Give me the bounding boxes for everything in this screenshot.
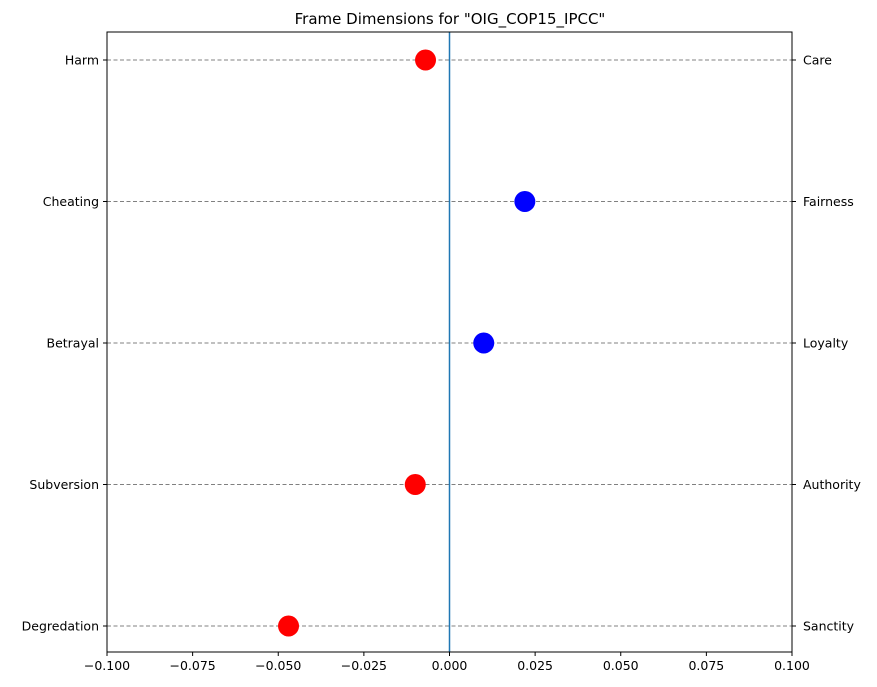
x-tick-label: 0.075 bbox=[688, 658, 724, 673]
x-tick-label: 0.100 bbox=[774, 658, 810, 673]
plot-area: Harm Care Cheating Fairness Betrayal Loyalty S… bbox=[22, 31, 861, 673]
x-tick-label: −0.100 bbox=[84, 658, 130, 673]
y-label-right: Fairness bbox=[803, 194, 854, 209]
x-tick-label: 0.000 bbox=[432, 658, 468, 673]
y-label-left: Harm bbox=[65, 53, 99, 68]
x-tick-label: 0.050 bbox=[603, 658, 639, 673]
data-point bbox=[514, 191, 536, 212]
data-point bbox=[278, 615, 300, 637]
data-point bbox=[473, 332, 495, 354]
x-tick-label: −0.050 bbox=[255, 658, 301, 673]
y-label-left: Cheating bbox=[43, 194, 99, 209]
y-label-right: Loyalty bbox=[803, 336, 849, 351]
y-label-left: Betrayal bbox=[47, 336, 100, 351]
y-label-right: Authority bbox=[803, 477, 861, 492]
y-label-right: Care bbox=[803, 53, 832, 68]
y-label-left: Subversion bbox=[29, 477, 99, 492]
x-tick-label: −0.075 bbox=[169, 658, 215, 673]
x-tick-label: −0.025 bbox=[341, 658, 387, 673]
chart-title: Frame Dimensions for "OIG_COP15_IPCC" bbox=[295, 10, 606, 29]
x-tick-label: 0.025 bbox=[517, 658, 553, 673]
y-label-left: Degredation bbox=[22, 619, 99, 634]
data-point bbox=[415, 49, 437, 71]
data-point bbox=[404, 474, 426, 495]
y-label-right: Sanctity bbox=[803, 619, 855, 634]
